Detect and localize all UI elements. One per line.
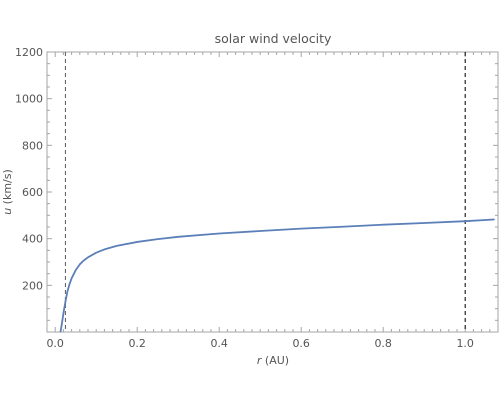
y-tick-label: 800 [22,139,43,152]
x-tick-label: 0.0 [46,337,64,350]
y-axis-label: u (km/s) [1,169,14,215]
series-line-1 [59,218,495,333]
x-tick-label: 0.6 [292,337,310,350]
x-axis-label: r (AU) [257,354,289,367]
plot-frame [46,51,499,333]
x-tick-label: 0.4 [210,337,228,350]
y-ticks: 200 400 600 800 1000 1200 [15,46,498,321]
chart-title: solar wind velocity [215,31,332,46]
y-tick-label: 1200 [15,46,43,59]
x-ticks: 0.0 0.2 0.4 0.6 0.8 1.0 [46,52,499,350]
y-tick-label: 400 [22,233,43,246]
x-tick-label: 0.2 [128,337,146,350]
y-tick-label: 600 [22,186,43,199]
y-tick-label: 200 [22,279,43,292]
x-tick-label: 1.0 [456,337,474,350]
reference-lines [64,52,466,332]
x-tick-label: 0.8 [374,337,392,350]
series-group [59,218,495,333]
y-tick-label: 1000 [15,93,43,106]
